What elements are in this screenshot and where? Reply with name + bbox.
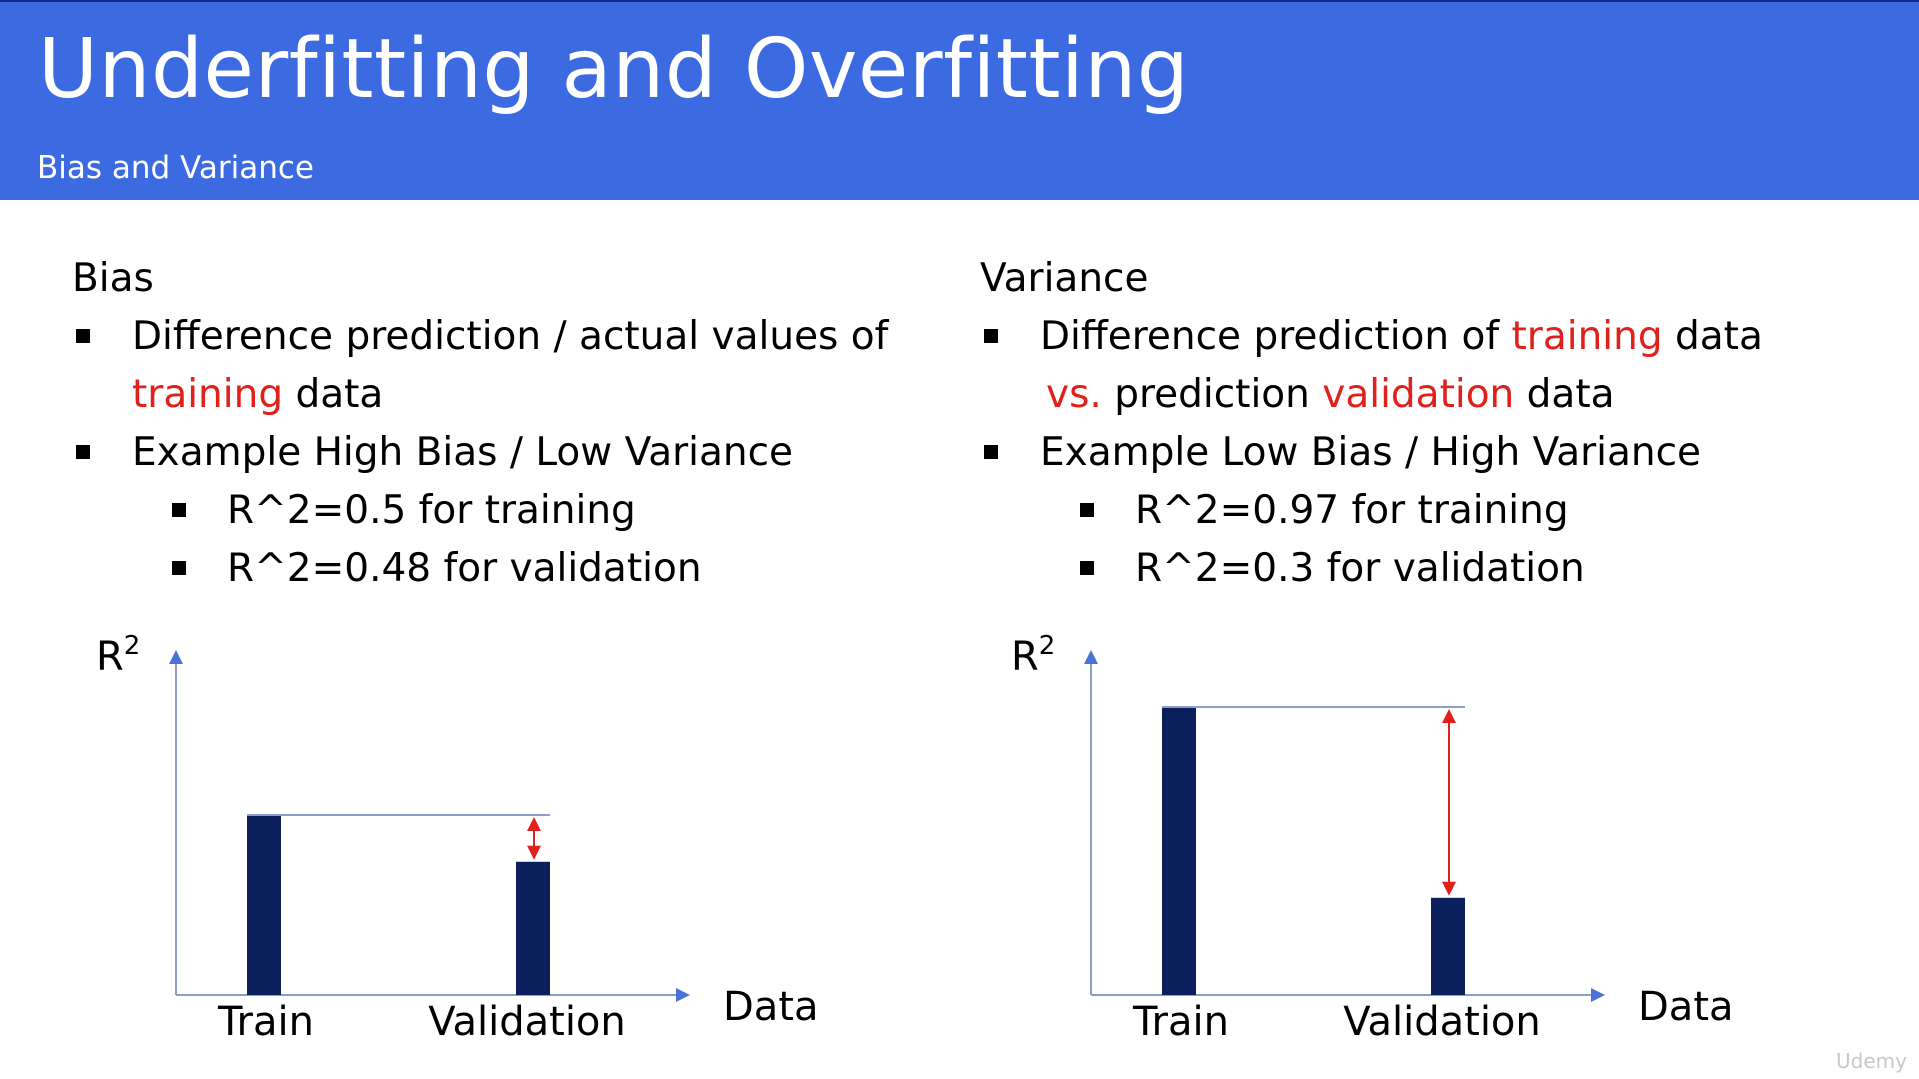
arrow-down-icon	[1442, 881, 1456, 896]
variance-definition-highlight-validation: validation	[1322, 372, 1515, 417]
bar-train	[247, 815, 281, 995]
variance-column: Variance Difference prediction of traini…	[980, 250, 1880, 598]
variance-training-r2: R^2=0.97 for training	[1135, 488, 1569, 533]
bias-definition-highlight: training	[132, 372, 284, 417]
x-axis-label: Data	[1638, 984, 1734, 1030]
slide-subtitle: Bias and Variance	[37, 150, 314, 186]
variance-sub-training: R^2=0.97 for training	[980, 482, 1880, 540]
y-axis-arrow-icon	[1084, 650, 1098, 664]
variance-bullet-example: Example Low Bias / High Variance	[980, 424, 1880, 482]
square-bullet-icon	[76, 329, 90, 343]
udemy-watermark: Udemy	[1836, 1049, 1907, 1073]
x-axis-arrow-icon	[1591, 988, 1605, 1002]
bias-sub-training: R^2=0.5 for training	[72, 482, 932, 540]
variance-definition-prediction: prediction	[1101, 372, 1323, 417]
bias-sub-validation: R^2=0.48 for validation	[72, 540, 932, 598]
bias-bullet-example: Example High Bias / Low Variance	[72, 424, 932, 482]
tick-label-validation: Validation	[428, 999, 626, 1045]
bias-definition-tail: data	[283, 372, 384, 417]
arrow-up-icon	[527, 817, 541, 831]
variance-example-text: Example Low Bias / High Variance	[1040, 430, 1702, 475]
variance-bullet-definition: Difference prediction of training data v…	[980, 308, 1880, 424]
arrow-up-icon	[1442, 709, 1456, 723]
slide-header: Underfitting and Overfitting Bias and Va…	[0, 0, 1919, 200]
bias-chart: R2 Data Train Validation	[96, 631, 819, 1045]
square-bullet-icon	[1080, 503, 1094, 517]
variance-definition-text: Difference prediction of	[1040, 314, 1512, 359]
variance-definition-mid: data	[1662, 314, 1763, 359]
bias-example-text: Example High Bias / Low Variance	[132, 430, 794, 475]
square-bullet-icon	[1080, 561, 1094, 575]
slide-title: Underfitting and Overfitting	[38, 22, 1190, 117]
bias-bullet-definition: Difference prediction / actual values of…	[72, 308, 932, 424]
variance-sub-validation: R^2=0.3 for validation	[980, 540, 1880, 598]
square-bullet-icon	[172, 561, 186, 575]
bar-validation	[516, 861, 550, 995]
variance-definition-highlight-vs: vs.	[1046, 372, 1102, 417]
square-bullet-icon	[172, 503, 186, 517]
variance-definition-tail: data	[1514, 372, 1615, 417]
arrow-down-icon	[527, 845, 541, 860]
bar-validation	[1431, 897, 1465, 995]
variance-definition-highlight-training: training	[1511, 314, 1663, 359]
tick-label-train: Train	[217, 999, 314, 1045]
bias-heading: Bias	[72, 256, 154, 301]
y-axis-arrow-icon	[169, 650, 183, 664]
variance-validation-r2: R^2=0.3 for validation	[1135, 546, 1585, 591]
bias-validation-r2: R^2=0.48 for validation	[227, 546, 702, 591]
variance-chart: R2 Data Train Validation	[1011, 631, 1734, 1045]
tick-label-train: Train	[1132, 999, 1229, 1045]
bias-column: Bias Difference prediction / actual valu…	[72, 250, 932, 598]
x-axis-arrow-icon	[676, 988, 690, 1002]
bar-train	[1162, 707, 1196, 995]
bias-training-r2: R^2=0.5 for training	[227, 488, 636, 533]
square-bullet-icon	[76, 445, 90, 459]
square-bullet-icon	[984, 445, 998, 459]
y-axis-label: R2	[96, 631, 140, 680]
variance-heading: Variance	[980, 256, 1149, 301]
tick-label-validation: Validation	[1343, 999, 1541, 1045]
y-axis-label: R2	[1011, 631, 1055, 680]
bias-definition-text: Difference prediction / actual values of	[132, 314, 889, 359]
x-axis-label: Data	[723, 984, 819, 1030]
square-bullet-icon	[984, 329, 998, 343]
